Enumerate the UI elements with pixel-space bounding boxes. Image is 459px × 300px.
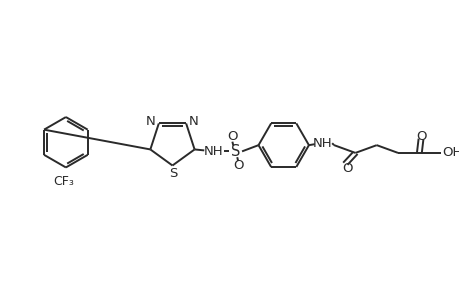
Text: NH: NH [204,145,223,158]
Text: O: O [227,130,237,143]
Text: O: O [232,159,243,172]
Text: N: N [146,115,156,128]
Text: S: S [169,167,177,180]
Text: CF₃: CF₃ [53,175,74,188]
Text: S: S [230,144,240,159]
Text: N: N [189,115,198,128]
Text: OH: OH [441,146,459,159]
Text: O: O [341,162,352,175]
Text: NH: NH [312,137,331,150]
Text: O: O [415,130,425,143]
